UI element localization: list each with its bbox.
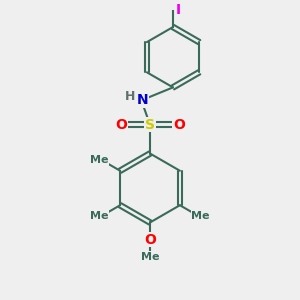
Text: Me: Me [90,155,109,165]
Text: O: O [115,118,127,132]
Text: Me: Me [141,252,159,262]
Text: O: O [144,233,156,247]
Text: Me: Me [90,211,109,221]
Text: O: O [173,118,185,132]
Text: S: S [145,118,155,132]
Text: N: N [137,93,148,107]
Text: Me: Me [191,211,210,221]
Text: H: H [125,90,136,104]
Text: I: I [176,3,181,17]
